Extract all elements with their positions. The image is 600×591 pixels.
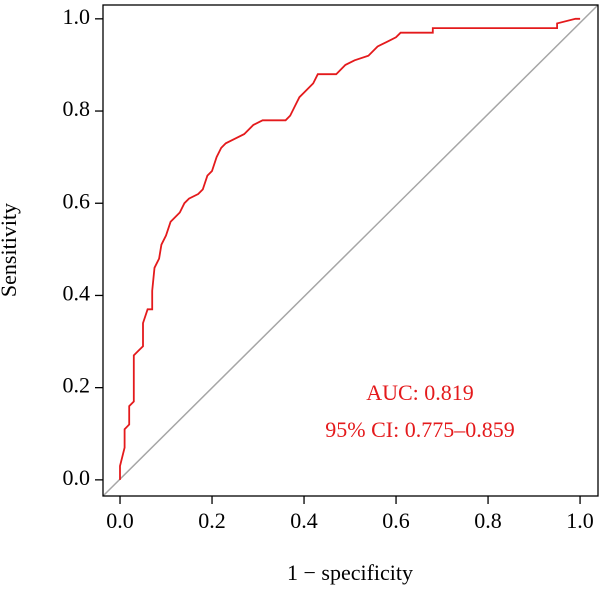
y-tick-label: 0.2 [63, 373, 91, 398]
y-tick-label: 0.4 [63, 280, 91, 305]
y-tick-label: 0.6 [63, 188, 91, 213]
x-tick-label: 0.6 [382, 508, 410, 533]
x-tick-label: 0.2 [198, 508, 226, 533]
x-tick-label: 0.0 [106, 508, 134, 533]
annotation: 95% CI: 0.775–0.859 [325, 417, 514, 442]
y-tick-label: 1.0 [63, 4, 91, 29]
x-tick-label: 0.8 [474, 508, 502, 533]
x-axis-label: 1 − specificity [287, 560, 413, 585]
x-tick-label: 0.4 [290, 508, 318, 533]
y-tick-label: 0.0 [63, 465, 91, 490]
roc-curve [119, 17, 581, 480]
y-tick-label: 0.8 [63, 96, 91, 121]
reference-line [102, 4, 599, 497]
x-tick-label: 1.0 [566, 508, 594, 533]
plot-frame [102, 4, 599, 497]
y-axis-label: Sensitivity [0, 203, 21, 297]
annotation: AUC: 0.819 [366, 380, 474, 405]
